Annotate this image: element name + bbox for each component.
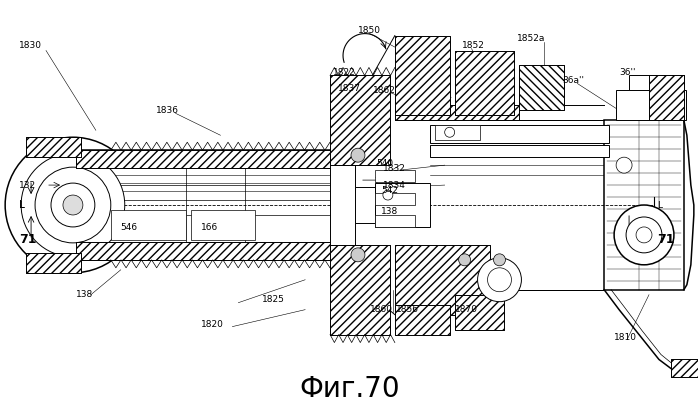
Bar <box>519 65 564 110</box>
Bar <box>454 295 505 329</box>
Bar <box>375 170 415 182</box>
Text: 1852: 1852 <box>461 41 484 50</box>
Bar <box>76 242 340 260</box>
Bar <box>76 150 340 168</box>
Bar <box>671 359 698 377</box>
Bar <box>76 168 340 242</box>
Bar <box>395 245 489 314</box>
Bar <box>330 245 390 334</box>
Bar <box>519 65 564 110</box>
Circle shape <box>614 205 674 265</box>
Bar <box>26 253 81 273</box>
Text: L: L <box>657 201 662 210</box>
Bar <box>629 75 684 90</box>
Bar <box>330 165 355 245</box>
Text: 1822: 1822 <box>333 68 356 77</box>
Bar <box>76 242 340 260</box>
Bar <box>395 305 449 334</box>
Bar <box>454 50 514 115</box>
Text: 1825: 1825 <box>262 295 285 304</box>
Text: 546: 546 <box>121 223 138 233</box>
Circle shape <box>459 254 470 266</box>
Text: 1860: 1860 <box>370 305 393 314</box>
Bar <box>435 125 480 140</box>
Bar <box>395 245 489 314</box>
Bar <box>454 295 505 329</box>
Text: 1852a: 1852a <box>517 34 546 43</box>
Text: 1862: 1862 <box>373 86 396 95</box>
Bar <box>330 75 390 165</box>
Text: 1870: 1870 <box>454 305 477 314</box>
Text: 71: 71 <box>19 233 36 246</box>
Text: Фиг.70: Фиг.70 <box>299 375 400 404</box>
Bar <box>76 150 340 168</box>
Bar <box>355 187 375 223</box>
Circle shape <box>493 254 505 266</box>
Circle shape <box>445 127 454 137</box>
Bar <box>395 105 519 120</box>
Bar <box>191 210 255 240</box>
Circle shape <box>5 137 140 273</box>
Bar <box>375 215 415 227</box>
Circle shape <box>51 183 95 227</box>
Text: 1856: 1856 <box>396 305 419 314</box>
Bar <box>395 36 449 115</box>
Text: L: L <box>19 200 24 210</box>
Bar <box>649 75 684 120</box>
Text: 1836: 1836 <box>156 106 179 115</box>
Text: 1832: 1832 <box>383 163 405 173</box>
Bar <box>395 105 519 120</box>
Circle shape <box>383 190 393 200</box>
Circle shape <box>351 148 365 162</box>
Bar <box>454 50 514 115</box>
Circle shape <box>35 167 111 243</box>
Bar <box>111 210 185 240</box>
Circle shape <box>477 258 521 302</box>
Text: 1834: 1834 <box>383 181 405 190</box>
Text: 71: 71 <box>657 233 675 246</box>
Text: 1830: 1830 <box>19 41 42 50</box>
Text: 166: 166 <box>201 223 218 233</box>
Text: 36'': 36'' <box>619 68 635 77</box>
Circle shape <box>487 268 512 292</box>
Text: 1820: 1820 <box>201 320 224 329</box>
Text: L: L <box>19 201 24 210</box>
Circle shape <box>616 157 632 173</box>
Text: 36a'': 36a'' <box>562 76 584 85</box>
Circle shape <box>63 195 83 215</box>
Circle shape <box>351 248 365 262</box>
Bar <box>330 75 390 165</box>
Text: 540: 540 <box>376 158 393 168</box>
Bar <box>26 253 81 273</box>
Bar <box>375 193 415 205</box>
Text: 1810: 1810 <box>614 333 637 342</box>
Bar <box>649 75 684 120</box>
Circle shape <box>21 153 124 257</box>
Text: 132: 132 <box>19 181 36 190</box>
Text: 138: 138 <box>76 290 93 299</box>
Circle shape <box>626 217 662 253</box>
Bar <box>26 137 81 157</box>
Bar <box>26 137 81 157</box>
Bar <box>395 305 449 334</box>
Bar <box>395 36 449 115</box>
Text: 542: 542 <box>381 186 398 195</box>
Text: 1837: 1837 <box>338 84 361 93</box>
Bar <box>604 120 684 290</box>
Bar <box>671 359 698 377</box>
Bar <box>430 145 609 157</box>
Text: 138: 138 <box>381 208 398 216</box>
Text: 1850: 1850 <box>358 26 381 35</box>
Bar <box>616 90 686 120</box>
Bar <box>375 183 430 227</box>
Circle shape <box>636 227 652 243</box>
Bar <box>330 245 390 334</box>
Bar <box>430 125 609 143</box>
